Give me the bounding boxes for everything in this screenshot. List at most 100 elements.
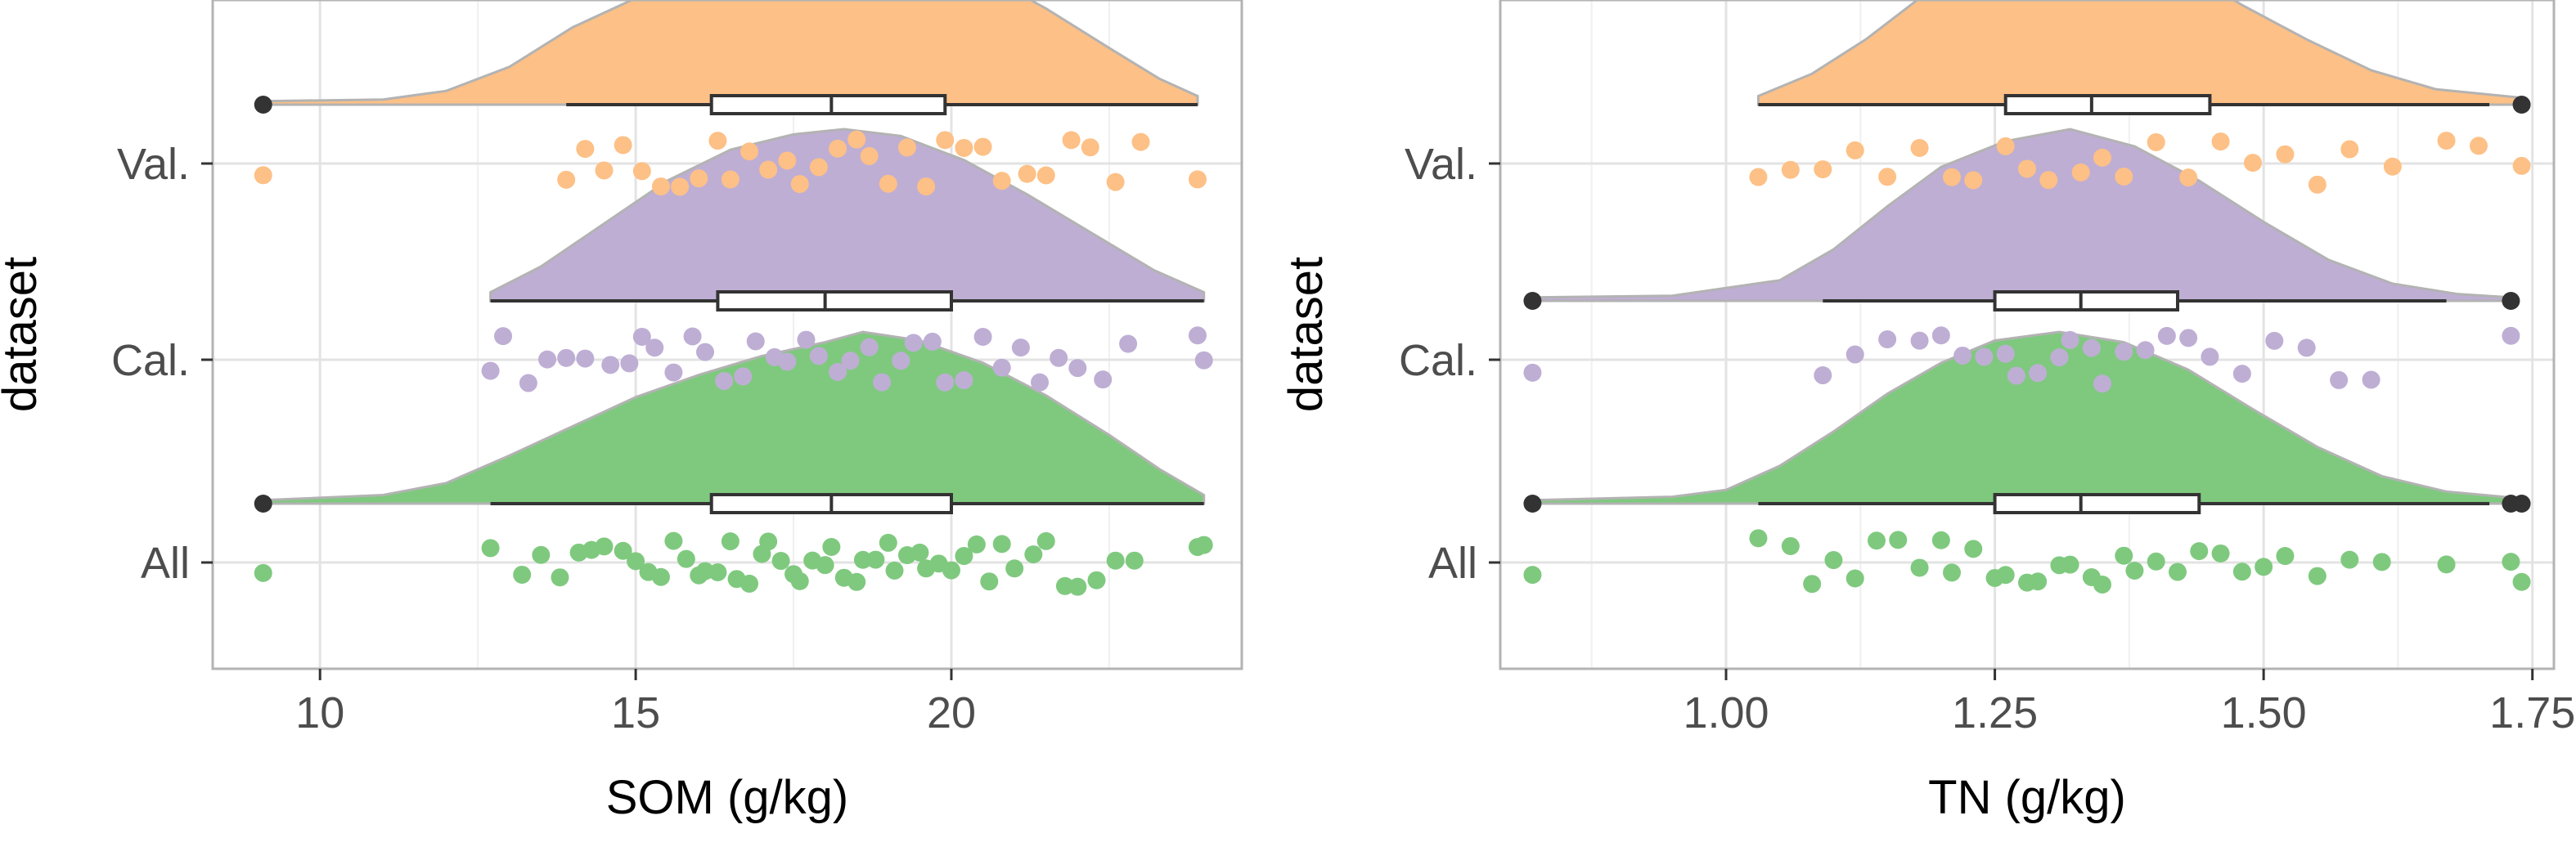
data-point (2512, 572, 2531, 591)
data-point (759, 160, 778, 179)
density-cloud (489, 128, 1206, 303)
series-cal (481, 128, 1213, 392)
data-point (1094, 370, 1113, 389)
data-point (860, 338, 879, 356)
data-point (2330, 370, 2349, 389)
outlier-point (2512, 495, 2531, 513)
data-point (2039, 171, 2058, 190)
data-point (2502, 553, 2520, 571)
data-point (651, 567, 670, 586)
data-point (955, 138, 973, 157)
data-point (614, 136, 632, 155)
data-point (2276, 547, 2295, 566)
data-point (519, 374, 537, 392)
data-point (1131, 132, 1150, 151)
data-point (1964, 540, 1983, 558)
data-point (2115, 168, 2133, 186)
data-point (816, 556, 834, 575)
data-point (1996, 344, 2015, 363)
data-point (1814, 366, 1832, 385)
data-point (1910, 138, 1929, 157)
y-tick-label: Val. (117, 140, 190, 189)
data-point (1194, 351, 1213, 370)
data-point (847, 572, 866, 591)
data-point (734, 367, 753, 386)
outlier-point (254, 96, 272, 114)
data-point (973, 328, 992, 347)
box-iqr (1993, 290, 2180, 311)
x-tick-label: 1.50 (2221, 688, 2307, 737)
data-point (1018, 164, 1036, 183)
data-point (2082, 338, 2101, 357)
data-point (601, 356, 620, 374)
data-point (1523, 363, 1542, 382)
data-point (1878, 168, 1897, 186)
data-point (790, 175, 809, 194)
x-tick-label: 10 (295, 688, 344, 737)
data-point (2071, 163, 2090, 182)
data-point (627, 552, 645, 571)
data-point (2179, 168, 2198, 187)
data-point (695, 343, 714, 361)
data-point (2383, 157, 2402, 176)
data-point (841, 352, 860, 370)
data-point (2125, 562, 2144, 580)
box-iqr (716, 290, 953, 311)
data-point (2211, 132, 2230, 151)
y-axis-title: dataset (0, 257, 47, 412)
data-point (551, 568, 569, 587)
data-point (1814, 160, 1832, 179)
data-point (576, 349, 595, 368)
data-point (2136, 341, 2155, 360)
data-point (708, 563, 727, 582)
data-point (873, 373, 892, 392)
density-cloud (262, 0, 1199, 106)
data-point (797, 330, 816, 349)
data-point (1031, 373, 1050, 392)
data-point (1996, 137, 2015, 155)
series-all (1523, 330, 2531, 594)
data-point (860, 146, 879, 165)
data-point (2179, 329, 2198, 347)
data-point (677, 549, 695, 568)
data-point (1087, 571, 1106, 589)
data-point (2232, 562, 2251, 581)
data-point (967, 535, 986, 553)
data-point (2029, 364, 2048, 383)
data-point (1781, 160, 1800, 179)
data-point (980, 572, 999, 591)
data-point (955, 547, 973, 566)
data-point (2115, 546, 2133, 565)
data-point (671, 177, 690, 196)
data-point (1964, 171, 1983, 190)
data-point (2211, 544, 2230, 562)
data-point (2115, 343, 2133, 361)
y-tick-label: All (1428, 539, 1477, 588)
series-val (254, 0, 1207, 196)
y-tick-label: Val. (1405, 140, 1477, 189)
data-point (1845, 345, 1864, 364)
data-point (2061, 555, 2079, 574)
data-point (1845, 569, 1864, 588)
data-point (651, 177, 670, 196)
som-panel: 10 15 20 All Cal. Val. SOM (g/kg) dataset (0, 0, 1243, 824)
data-point (746, 332, 765, 351)
data-point (481, 361, 500, 380)
data-point (897, 138, 916, 157)
data-point (2308, 175, 2326, 194)
data-point (847, 130, 866, 149)
outlier-point (254, 495, 272, 513)
data-point (2157, 326, 2176, 345)
data-point (1036, 166, 1055, 185)
data-point (955, 371, 973, 390)
data-point (2201, 347, 2219, 366)
data-point (595, 537, 614, 556)
y-tick-label: Cal. (111, 336, 190, 385)
data-point (595, 161, 614, 180)
data-point (1953, 346, 1972, 365)
data-point (632, 162, 651, 181)
data-point (1081, 138, 1099, 157)
data-point (1749, 529, 1768, 548)
outlier-point (1523, 495, 1542, 513)
